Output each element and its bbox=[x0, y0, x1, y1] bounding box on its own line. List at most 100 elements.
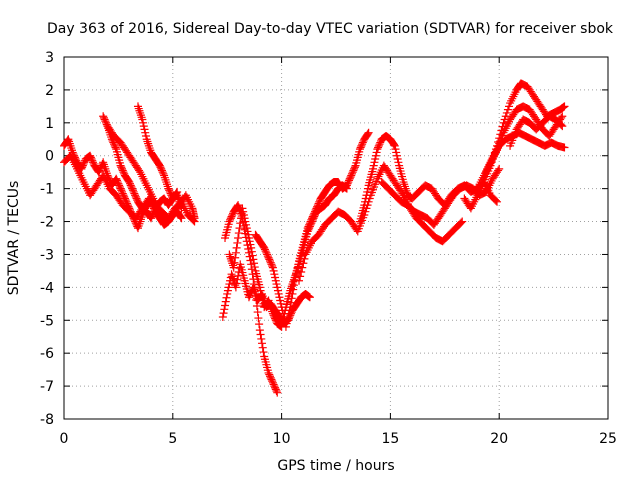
data-point bbox=[350, 163, 359, 172]
data-point bbox=[276, 299, 285, 308]
data-point bbox=[268, 378, 277, 387]
data-point bbox=[392, 151, 401, 160]
data-point bbox=[232, 279, 241, 288]
data-point bbox=[493, 197, 502, 206]
data-point bbox=[162, 180, 171, 189]
data-point bbox=[311, 206, 320, 215]
data-point bbox=[368, 164, 377, 173]
data-point bbox=[155, 161, 164, 170]
data-point bbox=[125, 178, 134, 187]
data-point bbox=[258, 343, 267, 352]
data-point bbox=[261, 247, 270, 256]
data-point bbox=[274, 289, 283, 298]
data-point bbox=[263, 250, 272, 259]
series-track-i bbox=[251, 128, 373, 331]
data-point bbox=[256, 286, 265, 295]
data-point bbox=[120, 192, 129, 201]
y-tick-label: -5 bbox=[40, 313, 54, 329]
data-point bbox=[269, 311, 278, 320]
data-point bbox=[172, 189, 181, 198]
data-point bbox=[234, 234, 243, 242]
data-point bbox=[296, 272, 305, 281]
data-point bbox=[295, 276, 304, 285]
y-tick-label: -7 bbox=[40, 379, 54, 395]
data-point bbox=[281, 322, 290, 331]
series-track-m bbox=[460, 79, 569, 213]
data-point bbox=[275, 293, 284, 302]
data-point bbox=[102, 120, 111, 129]
data-point bbox=[264, 253, 273, 262]
data-point bbox=[231, 283, 240, 292]
data-point bbox=[141, 128, 150, 137]
data-point bbox=[99, 112, 108, 121]
data-point bbox=[165, 186, 174, 195]
data-point bbox=[131, 191, 140, 200]
data-point bbox=[292, 266, 301, 275]
data-point bbox=[308, 212, 317, 221]
data-point bbox=[159, 169, 168, 178]
data-point bbox=[310, 209, 319, 218]
data-point bbox=[87, 155, 96, 164]
data-point bbox=[304, 222, 313, 231]
data-point bbox=[364, 128, 373, 137]
data-point bbox=[268, 377, 277, 386]
data-point bbox=[503, 105, 512, 114]
data-point bbox=[284, 312, 293, 321]
x-tick-label: 5 bbox=[168, 431, 177, 447]
data-point bbox=[235, 224, 244, 233]
data-point bbox=[144, 139, 153, 148]
data-point bbox=[372, 148, 381, 157]
data-points bbox=[60, 79, 569, 397]
data-point bbox=[144, 141, 153, 150]
data-point bbox=[222, 293, 231, 302]
data-point bbox=[271, 385, 280, 394]
data-point bbox=[371, 155, 380, 164]
data-point bbox=[349, 166, 358, 175]
data-point bbox=[226, 215, 235, 224]
data-point bbox=[374, 143, 383, 152]
data-point bbox=[231, 253, 240, 262]
data-point bbox=[244, 234, 253, 242]
data-point bbox=[224, 283, 233, 292]
data-point bbox=[375, 140, 384, 149]
data-point bbox=[149, 209, 158, 218]
data-point bbox=[233, 238, 242, 247]
data-point bbox=[271, 276, 280, 285]
data-point bbox=[147, 212, 156, 221]
data-point bbox=[263, 252, 272, 261]
data-point bbox=[270, 270, 279, 279]
data-point bbox=[113, 178, 122, 187]
data-point bbox=[266, 258, 275, 267]
data-point bbox=[298, 263, 307, 272]
data-point bbox=[134, 104, 143, 113]
x-tick-label: 15 bbox=[381, 431, 399, 447]
data-point bbox=[504, 102, 513, 111]
data-point bbox=[313, 201, 322, 210]
data-point bbox=[86, 151, 95, 160]
data-point bbox=[118, 164, 127, 173]
data-point bbox=[256, 330, 265, 339]
data-point bbox=[163, 182, 172, 191]
data-point bbox=[374, 141, 383, 150]
data-point bbox=[264, 368, 273, 377]
data-point bbox=[268, 263, 277, 272]
data-point bbox=[242, 220, 251, 229]
data-point bbox=[267, 375, 276, 384]
data-point bbox=[157, 166, 166, 175]
data-point bbox=[266, 373, 275, 382]
data-point bbox=[358, 138, 367, 147]
data-point bbox=[128, 184, 137, 193]
data-point bbox=[219, 309, 228, 318]
data-point bbox=[249, 255, 258, 264]
data-point bbox=[258, 293, 267, 302]
y-tick-label: 1 bbox=[45, 116, 54, 132]
data-point bbox=[288, 289, 297, 298]
data-point bbox=[126, 179, 135, 188]
x-tick-label: 25 bbox=[599, 431, 617, 447]
data-point bbox=[363, 187, 372, 196]
data-point bbox=[307, 215, 316, 224]
data-point bbox=[271, 273, 280, 282]
data-point bbox=[231, 248, 240, 257]
data-point bbox=[305, 220, 314, 229]
data-point bbox=[265, 257, 274, 266]
